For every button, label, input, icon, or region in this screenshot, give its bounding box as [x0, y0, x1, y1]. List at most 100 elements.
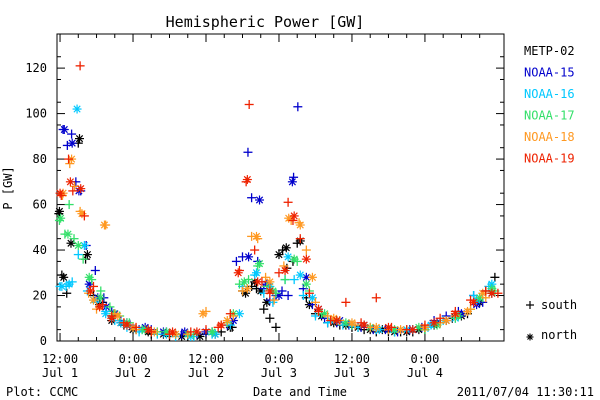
- noaa-19-south-point: [371, 293, 381, 303]
- noaa-19-north-point: [168, 327, 178, 337]
- noaa-19-south-point: [225, 309, 235, 319]
- noaa-18-south-point: [261, 272, 271, 282]
- noaa-18-north-point: [463, 306, 473, 316]
- noaa-18-south-point: [301, 245, 311, 255]
- metp-02-north-point: [59, 272, 69, 282]
- noaa-17-north-point: [239, 277, 249, 287]
- metp-02-south-point: [265, 313, 275, 323]
- noaa-19-north-point: [85, 286, 95, 296]
- noaa-19-south-point: [79, 211, 89, 221]
- noaa-17-south-point: [78, 254, 88, 264]
- noaa-18-north-point: [441, 316, 451, 326]
- noaa-19-south-point: [420, 320, 430, 330]
- plot-timestamp: 2011/07/04 11:30:11: [457, 385, 594, 399]
- noaa-18-north-point: [88, 295, 98, 305]
- noaa-19-north-point: [143, 325, 153, 335]
- noaa-19-north-point: [265, 286, 275, 296]
- plot-credit: Plot: CCMC: [6, 385, 78, 399]
- metp-02-south-point: [490, 272, 500, 282]
- legend-entry-noaa-18: NOAA-18: [524, 130, 575, 144]
- noaa-19-north-point: [280, 266, 290, 276]
- noaa-19-north-point: [359, 320, 369, 330]
- noaa-15-north-point: [255, 195, 265, 205]
- x-tick-date: Jul 4: [407, 366, 443, 380]
- noaa-19-north-point: [253, 277, 263, 287]
- x-tick-time: 0:00: [265, 352, 294, 366]
- noaa-17-north-point: [84, 272, 94, 282]
- noaa-18-north-point: [198, 309, 208, 319]
- noaa-19-south-point: [88, 281, 98, 291]
- marker-legend: south north: [526, 298, 577, 342]
- x-tick-date: Jul 2: [115, 366, 151, 380]
- metp-02-north-point: [262, 297, 272, 307]
- noaa-15-south-point: [293, 102, 303, 112]
- noaa-16-north-point: [72, 104, 82, 114]
- x-tick-time: 12:00: [334, 352, 370, 366]
- noaa-19-south-point: [244, 99, 254, 109]
- noaa-17-north-point: [255, 259, 265, 269]
- noaa-19-north-point: [233, 268, 243, 278]
- noaa-17-north-point: [301, 279, 311, 289]
- noaa-19-south-point: [341, 297, 351, 307]
- noaa-18-north-point: [77, 209, 87, 219]
- noaa-18-north-point: [347, 318, 357, 328]
- data-points: [54, 61, 503, 341]
- noaa-15-south-point: [231, 256, 241, 266]
- legend-entry-noaa-16: NOAA-16: [524, 87, 575, 101]
- noaa-19-south-point: [295, 234, 305, 244]
- noaa-19-north-point: [450, 309, 460, 319]
- noaa-18-north-point: [307, 272, 317, 282]
- noaa-19-north-point: [332, 316, 342, 326]
- noaa-19-north-point: [469, 297, 479, 307]
- legend-entry-noaa-19: NOAA-19: [524, 152, 575, 166]
- metp-02-north-point: [274, 250, 284, 260]
- y-axis-label: P [GW]: [1, 166, 15, 209]
- metp-02-south-point: [247, 281, 257, 291]
- noaa-18-south-point: [310, 297, 320, 307]
- noaa-15-south-point: [283, 291, 293, 301]
- metp-02-north-point: [54, 206, 64, 216]
- noaa-17-south-point: [262, 281, 272, 291]
- noaa-19-north-point: [122, 320, 132, 330]
- noaa-19-north-point: [192, 327, 202, 337]
- noaa-17-north-point: [56, 213, 66, 223]
- noaa-19-south-point: [201, 325, 211, 335]
- noaa-19-north-point: [429, 318, 439, 328]
- noaa-19-south-point: [283, 197, 293, 207]
- legend: METP-02 NOAA-15 NOAA-16 NOAA-17 NOAA-18 NOAA-…: [524, 44, 575, 166]
- noaa-19-north-point: [95, 302, 105, 312]
- noaa-16-north-point: [307, 293, 317, 303]
- metp-02-south-point: [259, 304, 269, 314]
- legend-entry-metp-02: METP-02: [524, 44, 575, 58]
- noaa-19-north-point: [55, 188, 65, 198]
- noaa-19-south-point: [250, 245, 260, 255]
- noaa-19-south-point: [75, 61, 85, 71]
- noaa-15-south-point: [247, 193, 257, 203]
- legend-south-symbol: [526, 301, 534, 309]
- noaa-16-south-point: [268, 297, 278, 307]
- noaa-17-north-point: [207, 327, 217, 337]
- y-tick-label: 100: [25, 107, 47, 121]
- x-tick-date: Jul 3: [334, 366, 370, 380]
- noaa-16-north-point: [64, 279, 74, 289]
- x-axis-label: Date and Time: [253, 385, 347, 399]
- noaa-15-north-point: [67, 138, 77, 148]
- noaa-19-south-point: [435, 313, 445, 323]
- chart-title: Hemispheric Power [GW]: [166, 13, 365, 31]
- noaa-16-north-point: [101, 309, 111, 319]
- y-tick-label: 80: [33, 152, 47, 166]
- y-tick-label: 20: [33, 289, 47, 303]
- noaa-19-south-point: [64, 154, 74, 164]
- noaa-17-south-point: [244, 275, 254, 285]
- noaa-18-north-point: [242, 284, 252, 294]
- noaa-18-south-point: [269, 295, 279, 305]
- metp-02-north-point: [281, 243, 291, 253]
- x-tick-date: Jul 2: [188, 366, 224, 380]
- noaa-17-north-point: [95, 293, 105, 303]
- x-tick-date: Jul 3: [261, 366, 297, 380]
- noaa-15-north-point: [287, 177, 297, 187]
- noaa-15-south-point: [243, 147, 253, 157]
- noaa-17-south-point: [69, 234, 79, 244]
- y-tick-label: 40: [33, 243, 47, 257]
